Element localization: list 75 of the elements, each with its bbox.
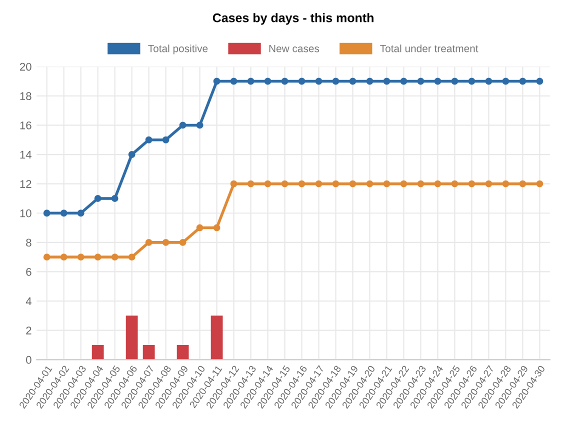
point [417,180,424,188]
point [94,254,102,261]
chart-title: Cases by days - this month [212,13,374,25]
point [43,254,50,261]
point [145,238,152,246]
point [247,180,254,188]
point [451,78,458,85]
point [349,78,356,85]
point [332,78,340,85]
y-tick-label: 8 [26,238,32,247]
point [451,180,458,188]
point [485,180,492,188]
point [230,180,238,188]
point [162,136,170,144]
point [128,254,136,261]
point [162,238,170,246]
y-tick-label: 12 [20,180,32,188]
point [332,180,340,188]
point [128,151,136,158]
point [264,180,272,188]
point [264,78,272,85]
point [315,78,322,85]
y-tick-label: 20 [20,62,32,71]
point [196,224,204,232]
legend-label: Total positive [148,44,208,54]
y-tick-label: 6 [26,268,32,276]
point [196,122,204,129]
point [315,180,322,188]
point [145,136,152,144]
point [77,254,84,261]
point [230,78,238,85]
point [247,78,254,85]
point [179,122,186,129]
point [502,180,510,188]
point [434,78,442,85]
y-tick-label: 0 [26,356,32,364]
point [434,180,442,188]
point [94,194,102,202]
y-tick-label: 14 [20,150,32,159]
point [417,78,424,85]
point [536,180,544,188]
y-tick-label: 10 [20,209,32,218]
legend-label: Total under treatment [380,44,478,52]
point [468,78,476,85]
point [468,180,476,188]
point [366,78,374,85]
point [485,78,492,85]
point [349,180,356,188]
point [281,78,288,85]
legend-label: New cases [269,44,320,52]
point [213,224,220,232]
point [298,180,306,188]
y-tick-label: 4 [26,297,32,306]
point [43,210,50,217]
y-tick-label: 18 [20,92,32,100]
point [77,210,84,217]
point [298,78,306,85]
point [536,78,544,85]
point [400,180,408,188]
y-tick-label: 16 [20,121,32,130]
point [111,254,118,261]
point [179,238,186,246]
point [383,78,390,85]
point [400,78,408,85]
point [60,254,68,261]
point [60,210,68,217]
point [519,78,526,85]
point [383,180,390,188]
point [111,194,118,202]
point [502,78,510,85]
point [213,78,220,85]
y-tick-label: 2 [26,326,32,334]
point [519,180,526,188]
point [366,180,374,188]
point [281,180,288,188]
